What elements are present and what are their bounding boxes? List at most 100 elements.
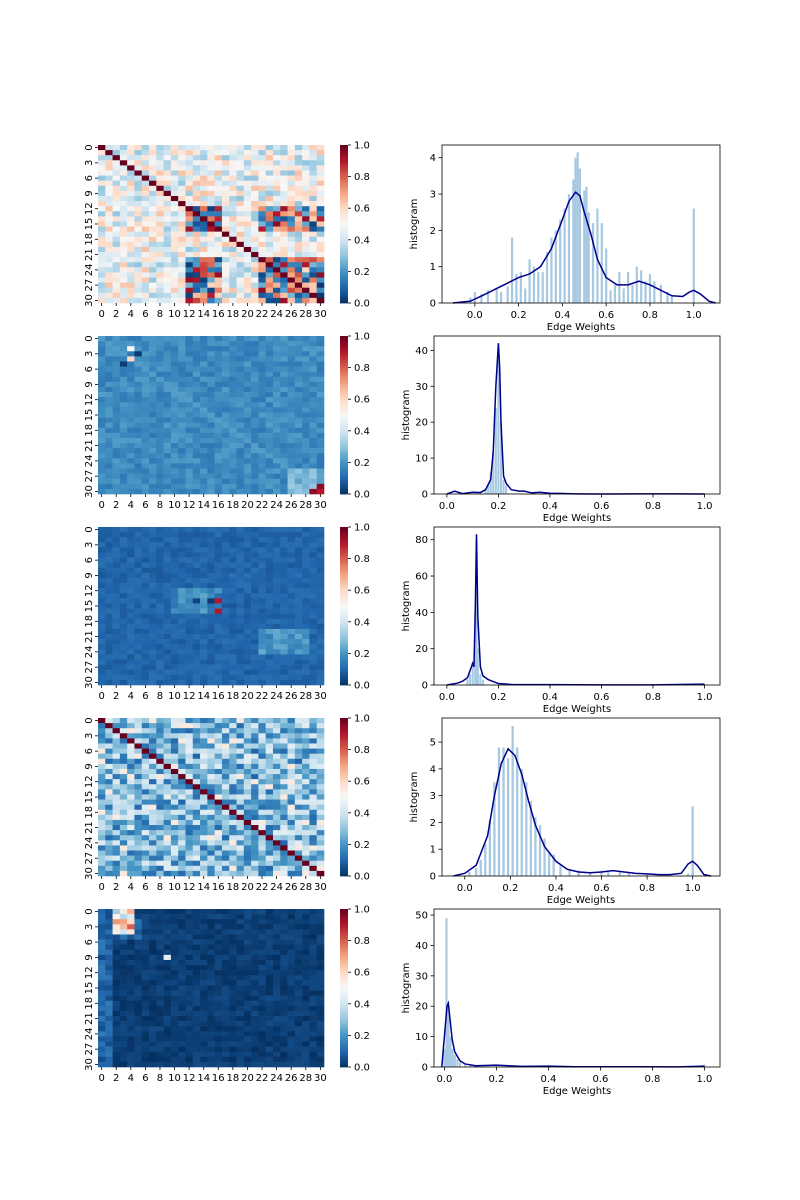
heatmap-cell [258,412,266,418]
heatmap-cell [192,216,201,222]
heatmap-cell [265,190,274,197]
heatmap-cell [280,608,288,614]
heatmap-cell [265,537,274,543]
heatmap-cell [214,145,223,151]
heatmap-cell [214,483,223,490]
heatmap-cell [280,417,288,423]
heatmap-cell [309,860,318,867]
heatmap-cell [156,272,164,278]
heatmap-cell [105,392,113,398]
heatmap-cell [280,1000,288,1007]
heatmap-cell [272,468,281,474]
heatmap-cell [163,397,172,403]
heatmap-cell [170,623,179,630]
heatmap-cell [302,483,310,490]
heatmap-cell [185,257,194,263]
heatmap-cell [294,468,303,474]
heatmap-cell [258,483,266,490]
heatmap-cell [316,909,325,915]
heatmap-cell [192,738,201,744]
heatmap-cell [280,779,288,785]
heatmap-cell [229,252,237,258]
heatmap-cell [258,845,266,851]
heatmap-cell [236,412,245,418]
heatmap-cell [178,758,186,765]
heatmap-cell [185,959,194,966]
heatmap-cell [141,397,150,403]
heatmap-cell [105,669,113,676]
heatmap-cell [105,552,113,558]
heatmap-cell [170,567,179,574]
heatmap-cell [127,909,135,915]
heatmap-cell [207,221,215,227]
heatmap-cell [316,995,325,1002]
heatmap-cell [170,562,179,569]
heatmap-cell [192,246,201,253]
heatmap-cell [265,351,274,357]
colorbar-segment [340,744,348,748]
heatmap-cell [302,758,310,765]
heatmap-cell [309,297,318,304]
heatmap-cell [192,381,201,388]
heatmap-cell [294,361,303,367]
heatmap-cell [112,909,121,915]
heatmap-cell [134,170,143,176]
heatmap-cell [185,870,194,877]
heatmap-cell [316,241,325,248]
heatmap-cell [207,376,215,383]
heatmap-cell [178,346,186,352]
heatmap-cell [280,267,288,273]
colorbar-segment [340,632,348,636]
heatmap-cell [236,644,245,650]
heatmap-cell [156,252,164,258]
heatmap-cell [178,944,186,951]
heatmap-cell [119,201,128,207]
heatmap-cell [134,959,143,966]
heatmap-cell [243,366,252,372]
heatmap-cell [302,272,310,278]
heatmap-cell [98,236,106,243]
heatmap-cell [163,221,172,227]
heatmap-cell [236,623,245,630]
heatmap-cell [141,453,150,459]
heatmap-cell [200,634,208,640]
heatmap-cell [98,175,106,181]
heatmap-cell [214,664,223,671]
heatmap-cell [185,949,194,956]
heatmap-cell [243,924,252,930]
heatmap-cell [112,799,121,805]
heatmap-cell [178,723,186,729]
heatmap-cell [127,799,135,805]
heatmap-cell [294,412,303,418]
x-tick-label: 12 [183,500,196,511]
heatmap-cell [156,201,164,207]
heatmap-cell [105,150,113,156]
heatmap-cell [221,537,230,543]
heatmap-cell [243,236,252,243]
colorbar-segment [340,166,348,170]
heatmap-cell [214,361,223,367]
heatmap-cell [207,659,215,665]
heatmap-cell [112,577,121,584]
heatmap-cell [192,392,201,398]
heatmap-cell [229,185,237,192]
heatmap-cell [185,155,194,161]
heatmap-cell [112,557,121,563]
heatmap-cell [251,160,259,166]
heatmap-cell [272,623,281,630]
y-tick-label: 21 [84,630,95,643]
heatmap-cell [214,211,223,217]
heatmap-cell [251,351,259,357]
heatmap-cell [127,432,135,439]
heatmap-cell [251,819,259,826]
heatmap-cell [309,799,318,805]
colorbar-segment [340,540,348,544]
heatmap-cell [214,557,223,563]
heatmap-cell [309,221,318,227]
heatmap-cell [243,458,252,464]
heatmap-cell [105,453,113,459]
heatmap-cell [214,537,223,543]
heatmap-cell [149,583,157,589]
heatmap-cell [112,532,121,538]
heatmap-cell [265,583,274,589]
